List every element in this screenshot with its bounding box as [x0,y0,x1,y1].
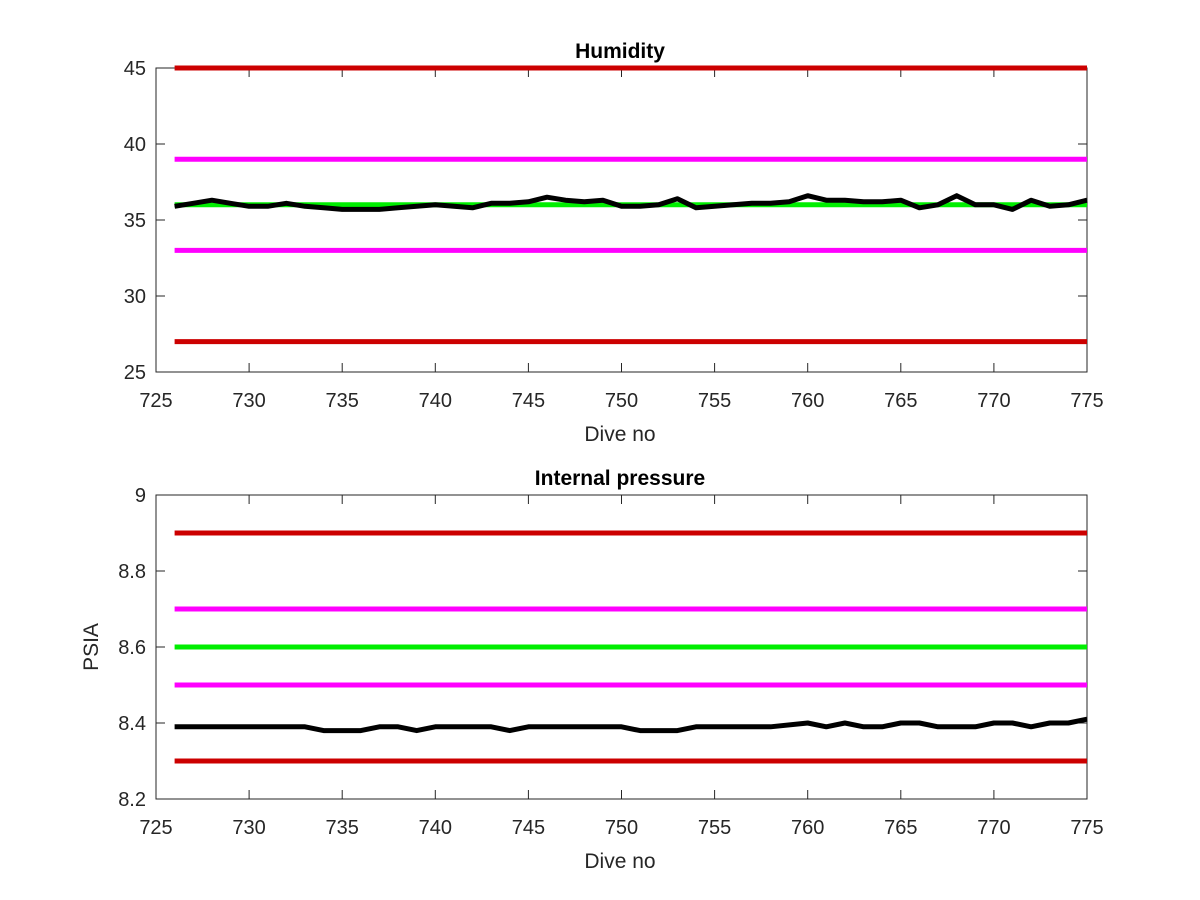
x-tick-label: 730 [232,817,265,839]
x-tick-label: 735 [326,390,359,412]
x-tick-label: 770 [977,817,1010,839]
y-tick-label: 25 [124,362,146,384]
y-tick-label: 9 [135,485,146,507]
x-axis-label: Dive no [584,423,655,446]
humidity-chart: Humidity 725 730 735 740 745 750 755 760 765 770 7… [124,40,1104,446]
internal-pressure-chart: Internal pressure 725 730 735 740 745 750 755 7… [80,467,1104,873]
x-tick-label: 730 [232,390,265,412]
y-tick-label: 45 [124,58,146,80]
y-tick-label: 30 [124,286,146,308]
x-tick-label: 775 [1070,390,1103,412]
x-tick-label: 755 [698,817,731,839]
chart-title: Humidity [575,40,665,63]
x-tick-label: 765 [884,817,917,839]
x-tick-label: 740 [419,390,452,412]
series-line [174,193,1088,212]
y-axis-label: PSIA [80,623,103,671]
x-tick-label: 765 [884,390,917,412]
x-tick-label: 735 [326,817,359,839]
y-tick-label: 35 [124,210,146,232]
y-tick-label: 8.8 [118,561,146,583]
x-axis-label: Dive no [584,850,655,873]
x-tick-label: 725 [139,390,172,412]
x-tick-label: 745 [512,817,545,839]
x-tick-label: 745 [512,390,545,412]
y-tick-label: 8.4 [118,713,146,735]
y-tick-label: 40 [124,134,146,156]
plot-area: 725 730 735 740 745 750 755 760 765 770 775 8.2 8.4 8… [118,485,1104,839]
x-tick-label: 775 [1070,817,1103,839]
x-tick-label: 750 [605,817,638,839]
y-tick-label: 8.2 [118,789,146,811]
chart-title: Internal pressure [535,467,705,490]
x-tick-label: 725 [139,817,172,839]
x-tick-label: 760 [791,817,824,839]
series-line [174,716,1088,734]
y-tick-label: 8.6 [118,637,146,659]
axes-box [155,67,1088,373]
x-tick-label: 750 [605,390,638,412]
x-tick-label: 740 [419,817,452,839]
x-tick-label: 770 [977,390,1010,412]
x-tick-label: 755 [698,390,731,412]
plot-area: 725 730 735 740 745 750 755 760 765 770 775 25 30 35 4… [124,58,1104,412]
x-tick-label: 760 [791,390,824,412]
